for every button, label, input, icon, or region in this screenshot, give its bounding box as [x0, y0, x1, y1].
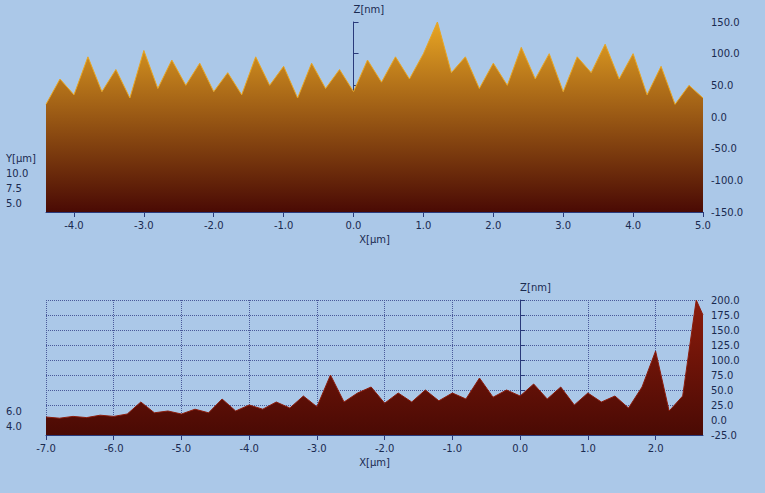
svg-text:-4.0: -4.0 [239, 443, 259, 454]
svg-text:100.0: 100.0 [711, 355, 740, 366]
svg-text:Y[µm]: Y[µm] [5, 153, 36, 164]
svg-text:-5.0: -5.0 [172, 443, 192, 454]
svg-text:Z[nm]: Z[nm] [520, 282, 551, 293]
svg-text:-7.0: -7.0 [36, 443, 56, 454]
svg-text:-50.0: -50.0 [711, 143, 737, 154]
svg-text:Z[nm]: Z[nm] [354, 4, 385, 15]
svg-text:0.0: 0.0 [711, 112, 727, 123]
svg-text:5.0: 5.0 [695, 220, 711, 231]
svg-text:-1.0: -1.0 [274, 220, 294, 231]
svg-text:X[µm]: X[µm] [359, 234, 390, 245]
svg-text:200.0: 200.0 [711, 295, 740, 306]
svg-text:-1.0: -1.0 [443, 443, 463, 454]
svg-text:6.0: 6.0 [6, 406, 22, 417]
svg-text:-2.0: -2.0 [375, 443, 395, 454]
svg-text:0.0: 0.0 [711, 415, 727, 426]
svg-text:-3.0: -3.0 [134, 220, 154, 231]
svg-text:4.0: 4.0 [625, 220, 641, 231]
svg-text:50.0: 50.0 [711, 80, 733, 91]
svg-text:-25.0: -25.0 [711, 430, 737, 441]
svg-text:7.5: 7.5 [6, 183, 22, 194]
svg-text:-150.0: -150.0 [711, 207, 743, 218]
svg-text:X[µm]: X[µm] [359, 457, 390, 468]
svg-text:150.0: 150.0 [711, 17, 740, 28]
svg-text:3.0: 3.0 [555, 220, 571, 231]
svg-text:100.0: 100.0 [711, 48, 740, 59]
svg-text:25.0: 25.0 [711, 400, 733, 411]
svg-text:-2.0: -2.0 [204, 220, 224, 231]
svg-text:4.0: 4.0 [6, 421, 22, 432]
svg-text:1.0: 1.0 [580, 443, 596, 454]
svg-text:5.0: 5.0 [6, 198, 22, 209]
svg-text:10.0: 10.0 [6, 168, 28, 179]
svg-text:150.0: 150.0 [711, 325, 740, 336]
svg-text:0.0: 0.0 [346, 220, 362, 231]
svg-text:-100.0: -100.0 [711, 175, 743, 186]
svg-text:50.0: 50.0 [711, 385, 733, 396]
svg-text:175.0: 175.0 [711, 310, 740, 321]
svg-text:1.0: 1.0 [415, 220, 431, 231]
svg-text:2.0: 2.0 [485, 220, 501, 231]
svg-text:125.0: 125.0 [711, 340, 740, 351]
svg-text:-6.0: -6.0 [104, 443, 124, 454]
svg-text:-4.0: -4.0 [64, 220, 84, 231]
svg-text:2.0: 2.0 [648, 443, 664, 454]
svg-text:-3.0: -3.0 [307, 443, 327, 454]
svg-text:0.0: 0.0 [512, 443, 528, 454]
svg-text:75.0: 75.0 [711, 370, 733, 381]
